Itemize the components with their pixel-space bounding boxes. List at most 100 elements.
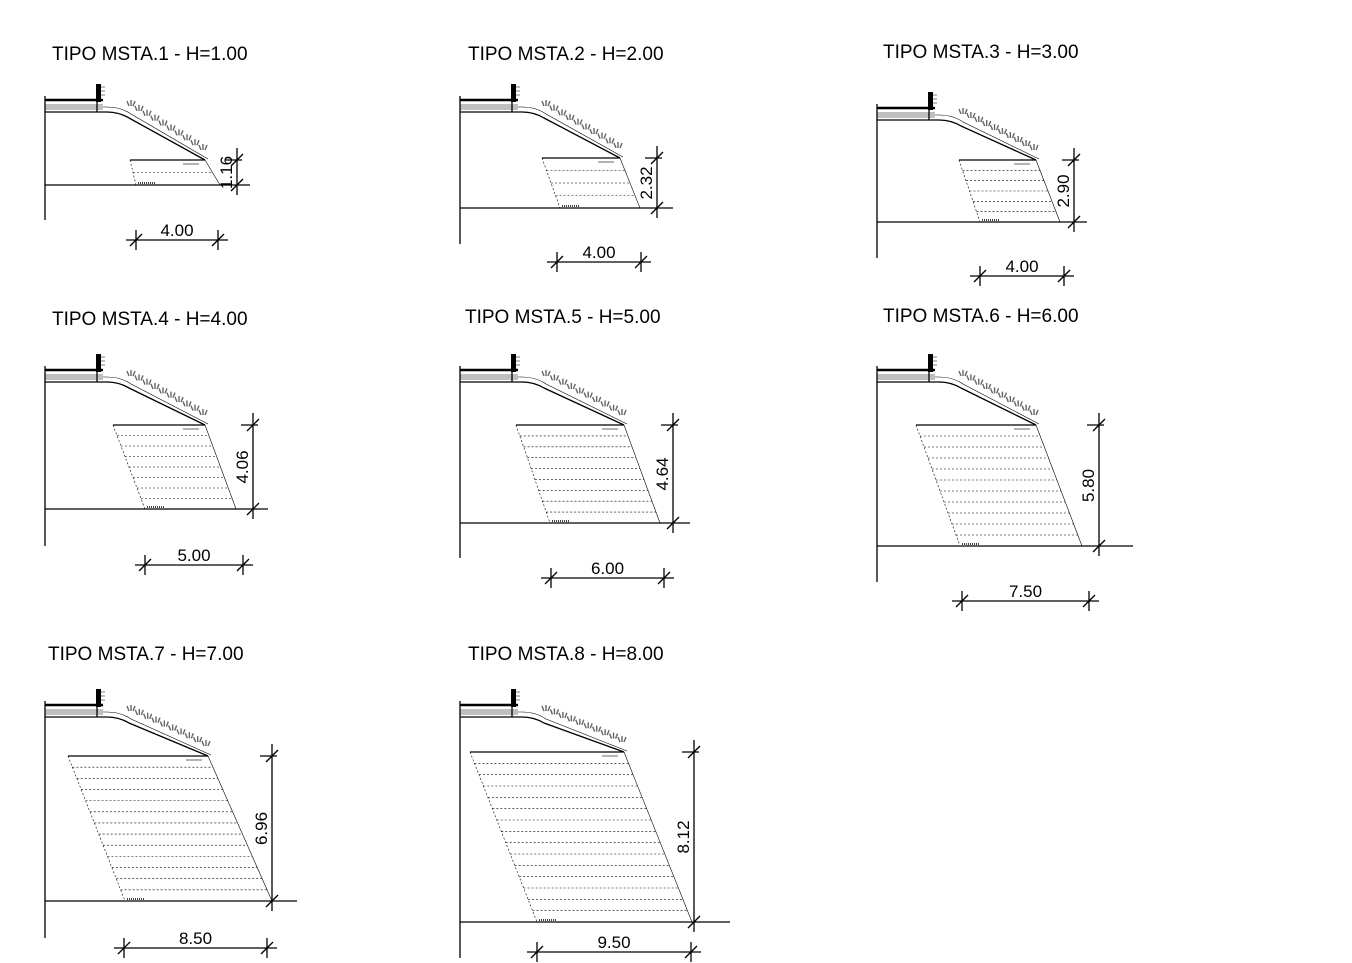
section-title: TIPO MSTA.8 - H=8.00 (468, 644, 664, 665)
wall-reinforcement-layers (546, 170, 635, 196)
height-dimension-tick (1067, 215, 1081, 229)
height-dimension-tick (1092, 418, 1106, 432)
height-dimension-label: 6.96 (252, 812, 271, 845)
section-title: TIPO MSTA.5 - H=5.00 (465, 307, 661, 328)
base-dimension-tick (657, 571, 671, 585)
wall-reinforcement-layers (72, 766, 268, 891)
wall-reinforcement-layers (474, 763, 688, 911)
embankment-slope-edge (460, 106, 624, 158)
embankment-slope (460, 716, 625, 753)
grass-vegetation (126, 370, 208, 416)
embankment-slope-edge (877, 376, 1040, 425)
embankment-slope-edge (45, 376, 209, 425)
section-msta-4: TIPO MSTA.4 - H=4.00 4.06 5.00 (44, 309, 268, 575)
height-dimension-tick (230, 153, 244, 167)
height-dimension-tick (687, 745, 701, 759)
section-title: TIPO MSTA.7 - H=7.00 (48, 644, 244, 665)
wall-back-face (541, 157, 561, 209)
guardrail-rail (101, 86, 105, 96)
base-dimension-tick (634, 255, 648, 269)
height-dimension-label: 8.12 (674, 820, 693, 853)
height-dimension-tick (1067, 153, 1081, 167)
guardrail-rail (101, 691, 105, 701)
grass-vegetation (541, 370, 627, 416)
base-dimension-tick (955, 594, 969, 608)
base-dimension-tick (117, 941, 131, 955)
base-dimension-label: 9.50 (597, 933, 630, 952)
base-dimension-tick (236, 558, 250, 572)
section-title: TIPO MSTA.1 - H=1.00 (52, 44, 248, 65)
section-msta-8: TIPO MSTA.8 - H=8.00 8.12 9.50 (459, 644, 730, 962)
guardrail-rail (516, 86, 520, 96)
guardrail-post (96, 84, 101, 102)
wall-reinforcement-layers (920, 435, 1078, 536)
height-dimension-label: 1.16 (217, 156, 236, 189)
guardrail-post (511, 689, 516, 707)
base-dimension-tick (138, 558, 152, 572)
height-dimension-tick (666, 418, 680, 432)
embankment-slope (877, 381, 1037, 426)
height-dimension-label: 2.90 (1054, 174, 1073, 207)
guardrail-post (511, 354, 516, 372)
section-msta-3: TIPO MSTA.3 - H=3.00 2.90 4.00 (876, 42, 1087, 286)
guardrail-rail (933, 356, 937, 366)
embankment-slope-edge (460, 376, 628, 425)
section-msta-2: TIPO MSTA.2 - H=2.00 2.32 4.00 (459, 44, 673, 272)
embankment-slope (45, 111, 206, 161)
guardrail-post (511, 84, 516, 102)
wall-front-face (1035, 424, 1083, 547)
guardrail-rail (101, 356, 105, 366)
height-dimension-tick (265, 894, 279, 908)
height-dimension-label: 4.06 (233, 450, 252, 483)
wall-front-face (207, 755, 273, 902)
wall-front-face (204, 159, 221, 186)
section-msta-5: TIPO MSTA.5 - H=5.00 4.64 6.00 (459, 307, 690, 588)
base-dimension-tick (129, 233, 143, 247)
base-dimension-tick (550, 255, 564, 269)
wall-reinforcement-layers (117, 435, 233, 499)
section-title: TIPO MSTA.6 - H=6.00 (883, 306, 1079, 327)
height-dimension-tick (246, 502, 260, 516)
height-dimension-tick (687, 915, 701, 929)
guardrail-post (928, 354, 933, 372)
wall-back-face (515, 424, 551, 524)
section-title: TIPO MSTA.3 - H=3.00 (883, 42, 1079, 63)
base-dimension-label: 8.50 (179, 929, 212, 948)
grass-vegetation (541, 705, 627, 743)
grass-vegetation (126, 100, 208, 151)
base-dimension-tick (530, 945, 544, 959)
base-dimension-label: 7.50 (1009, 582, 1042, 601)
grass-vegetation (958, 370, 1039, 416)
embankment-slope-edge (877, 114, 1040, 160)
guardrail-rail (516, 356, 520, 366)
guardrail-post (96, 689, 101, 707)
height-dimension-tick (246, 418, 260, 432)
base-dimension-label: 5.00 (177, 546, 210, 565)
embankment-slope-edge (45, 711, 212, 756)
guardrail-post (96, 354, 101, 372)
height-dimension-tick (265, 749, 279, 763)
embankment-slope (45, 716, 209, 757)
height-dimension-tick (230, 178, 244, 192)
base-dimension-tick (973, 269, 987, 283)
base-dimension-tick (260, 941, 274, 955)
base-dimension-label: 6.00 (591, 559, 624, 578)
wall-reinforcement-layers (519, 435, 656, 513)
wall-back-face (469, 751, 538, 923)
embankment-slope-edge (45, 106, 209, 160)
section-msta-6: TIPO MSTA.6 - H=6.00 5.80 7.50 (876, 306, 1133, 611)
base-dimension-label: 4.00 (582, 243, 615, 262)
wall-reinforcement-layers (962, 170, 1056, 212)
section-msta-1: TIPO MSTA.1 - H=1.00 1.16 4.00 (44, 44, 250, 250)
base-dimension-tick (1082, 594, 1096, 608)
embankment-slope (460, 381, 625, 426)
section-msta-7: TIPO MSTA.7 - H=7.00 6.96 8.50 (44, 644, 297, 958)
base-dimension-tick (544, 571, 558, 585)
guardrail-post (928, 92, 933, 110)
base-dimension-tick (211, 233, 225, 247)
base-dimension-label: 4.00 (1005, 257, 1038, 276)
height-dimension-tick (1092, 539, 1106, 553)
embankment-slope-edge (460, 711, 628, 752)
wall-back-face (67, 755, 126, 902)
